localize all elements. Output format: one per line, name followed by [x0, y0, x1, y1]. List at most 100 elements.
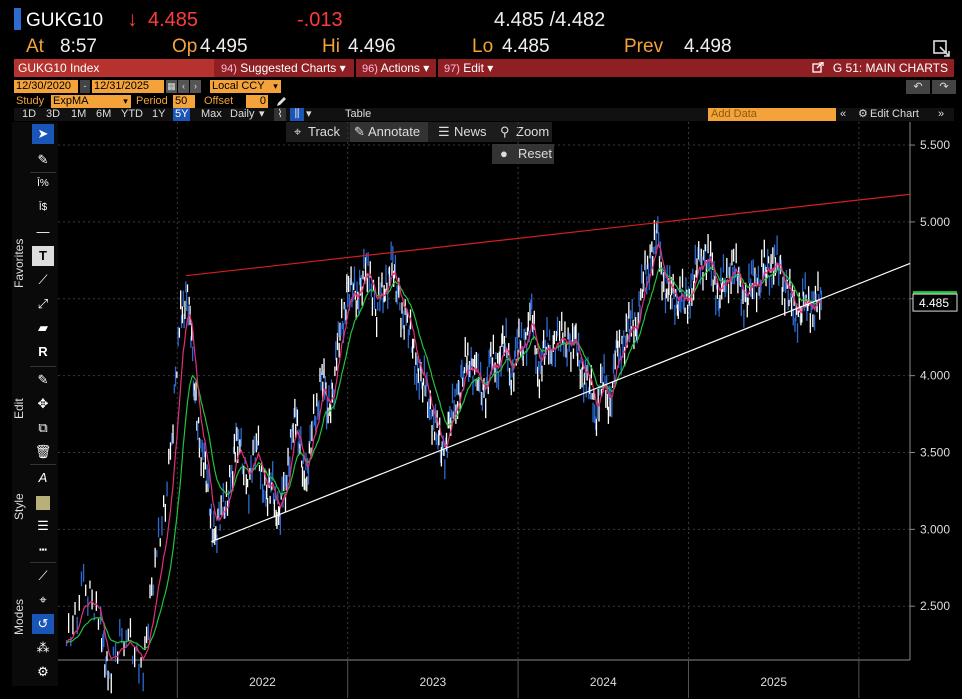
- scroll-right-icon[interactable]: ›: [190, 80, 201, 93]
- support-trendline: [211, 262, 911, 543]
- undo-button[interactable]: ↶: [906, 80, 930, 94]
- quote-line-1: GUKG10 ↓ 4.485 -.013 4.485 /4.482: [0, 8, 962, 34]
- chevron-down-icon[interactable]: ▾: [120, 95, 131, 108]
- chevron-down-icon[interactable]: ▾: [306, 108, 312, 120]
- reset-button[interactable]: ● Reset: [492, 144, 554, 164]
- chevron-down-icon[interactable]: ▾: [259, 108, 265, 120]
- color-dots-icon[interactable]: ⁂: [36, 640, 50, 655]
- edit-menu[interactable]: 97) Edit ▾: [444, 61, 494, 75]
- trendline-icon[interactable]: ⟋: [38, 272, 48, 287]
- x-tick-label: 2024: [590, 675, 617, 689]
- divider: [436, 59, 438, 77]
- copy-icon[interactable]: ⧉: [38, 420, 48, 435]
- period-6m[interactable]: 6M: [96, 108, 112, 120]
- line-weight-icon[interactable]: ☰: [37, 518, 49, 533]
- divider: [30, 172, 56, 173]
- zoom-button[interactable]: ⚲ Zoom: [498, 122, 549, 142]
- color-swatch-icon[interactable]: [32, 492, 54, 512]
- chart-interaction-bar: ⌖ Track ✎ Annotate ☰ News ⚲ Zoom: [286, 122, 552, 142]
- high-value: 4.496: [348, 36, 396, 57]
- chart-type-bar-icon[interactable]: ⫼: [290, 108, 304, 121]
- x-tick-label: 2022: [249, 675, 276, 689]
- redo-button[interactable]: ↷: [932, 80, 956, 94]
- drawing-tool-icon[interactable]: ✎: [37, 152, 49, 167]
- reset-dot-icon: ●: [500, 146, 508, 161]
- y-tick-label: 3.000: [920, 522, 950, 536]
- font-style-icon[interactable]: A: [38, 470, 48, 485]
- news-icon: ☰: [438, 124, 450, 139]
- period-toolbar: 1D 3D 1M 6M YTD 1Y 5Y Max Daily ▾ ⌇ ⫼ ▾ …: [14, 108, 954, 121]
- settings-gear-icon[interactable]: ⚙: [37, 664, 49, 679]
- prev-value: 4.498: [684, 36, 732, 57]
- period-1d[interactable]: 1D: [22, 108, 37, 120]
- high-label: Hi: [322, 36, 340, 57]
- y-tick-label: 3.500: [920, 445, 950, 459]
- suggested-charts-menu[interactable]: 94) Suggested Charts ▾: [221, 61, 346, 75]
- x-tick-label: 2025: [760, 675, 787, 689]
- last-price-label: 4.485: [919, 296, 949, 310]
- period-1m[interactable]: 1M: [71, 108, 87, 120]
- annotate-button[interactable]: ✎ Annotate: [350, 122, 428, 142]
- popout-icon[interactable]: [932, 37, 952, 57]
- retracement-icon[interactable]: R: [38, 344, 48, 359]
- period-field[interactable]: 50: [173, 95, 195, 108]
- net-change: -.013: [297, 9, 343, 31]
- line-style-icon[interactable]: ┅: [39, 542, 47, 557]
- dollar-scale-icon[interactable]: Ī$: [38, 202, 48, 213]
- moving-average-slow: [66, 266, 822, 650]
- channel-icon[interactable]: ▰: [38, 320, 48, 335]
- frequency-select[interactable]: Daily: [230, 108, 255, 120]
- period-max[interactable]: Max: [201, 108, 222, 120]
- divider: [30, 562, 56, 563]
- currency-select[interactable]: Local CCY: [210, 80, 270, 93]
- price-chart[interactable]: 2.5003.0003.5004.0004.5005.0005.50020222…: [58, 122, 962, 699]
- horizontal-line-icon[interactable]: —: [36, 224, 50, 239]
- ticker-symbol[interactable]: GUKG10: [26, 10, 104, 31]
- cursor-icon[interactable]: ➤: [32, 124, 54, 144]
- move-icon[interactable]: ✥: [37, 396, 49, 411]
- chart-name[interactable]: G 51: MAIN CHARTS: [811, 59, 948, 77]
- collapse-icon[interactable]: «: [840, 108, 847, 120]
- trash-icon[interactable]: 🗑: [34, 444, 52, 459]
- offset-field[interactable]: 0: [246, 95, 268, 108]
- last-price-tag: [912, 293, 958, 312]
- magnifier-icon: ⚲: [500, 124, 510, 139]
- scroll-left-icon[interactable]: ‹: [178, 80, 189, 93]
- moving-average-fast: [65, 242, 822, 661]
- news-button[interactable]: ☰ News: [436, 122, 487, 142]
- drawing-toolbar: ➤ ✎ Favorites Ī% Ī$ — T ⟋ ⤢ ▰ R Edit ✎ ✥…: [12, 122, 58, 686]
- period-1y[interactable]: 1Y: [152, 108, 166, 120]
- y-tick-label: 4.000: [920, 369, 950, 383]
- y-tick-label: 5.000: [920, 215, 950, 229]
- start-date-field[interactable]: 12/30/2020: [14, 80, 78, 93]
- percent-scale-icon[interactable]: Ī%: [37, 178, 49, 189]
- open-value: 4.495: [200, 36, 248, 57]
- add-data-input[interactable]: Add Data: [708, 108, 836, 121]
- chart-type-line-icon[interactable]: ⌇: [274, 108, 286, 121]
- last-price-flag: [913, 291, 957, 296]
- pencil-icon[interactable]: [275, 95, 287, 108]
- edit-pencil-icon[interactable]: ✎: [37, 372, 49, 387]
- magnet-icon[interactable]: ⟋: [38, 568, 48, 583]
- study-select[interactable]: ExpMA: [51, 95, 121, 108]
- time-value: 8:57: [60, 36, 97, 57]
- actions-menu[interactable]: 96) Actions ▾: [362, 61, 430, 75]
- snap-icon[interactable]: ⌖: [39, 592, 47, 607]
- end-date-field[interactable]: 12/31/2025: [92, 80, 164, 93]
- table-button[interactable]: Table: [345, 108, 372, 120]
- chevron-down-icon[interactable]: ▾: [270, 80, 281, 93]
- period-ytd[interactable]: YTD: [121, 108, 143, 120]
- edit-chart-button[interactable]: Edit Chart: [870, 108, 919, 120]
- chart-settings-icon[interactable]: ⚙: [858, 108, 868, 120]
- lasso-icon[interactable]: ↺: [32, 614, 54, 634]
- calendar-icon[interactable]: ▦: [166, 80, 177, 93]
- period-3d[interactable]: 3D: [46, 108, 61, 120]
- divider: [354, 59, 356, 77]
- more-icon[interactable]: »: [938, 108, 945, 120]
- ray-line-icon[interactable]: ⤢: [37, 296, 49, 311]
- at-label: At: [26, 36, 44, 57]
- period-5y[interactable]: 5Y: [173, 108, 191, 121]
- text-tool-icon[interactable]: T: [32, 246, 54, 266]
- track-button[interactable]: ⌖ Track: [290, 122, 340, 142]
- security-field[interactable]: GUKG10 Index: [14, 59, 214, 77]
